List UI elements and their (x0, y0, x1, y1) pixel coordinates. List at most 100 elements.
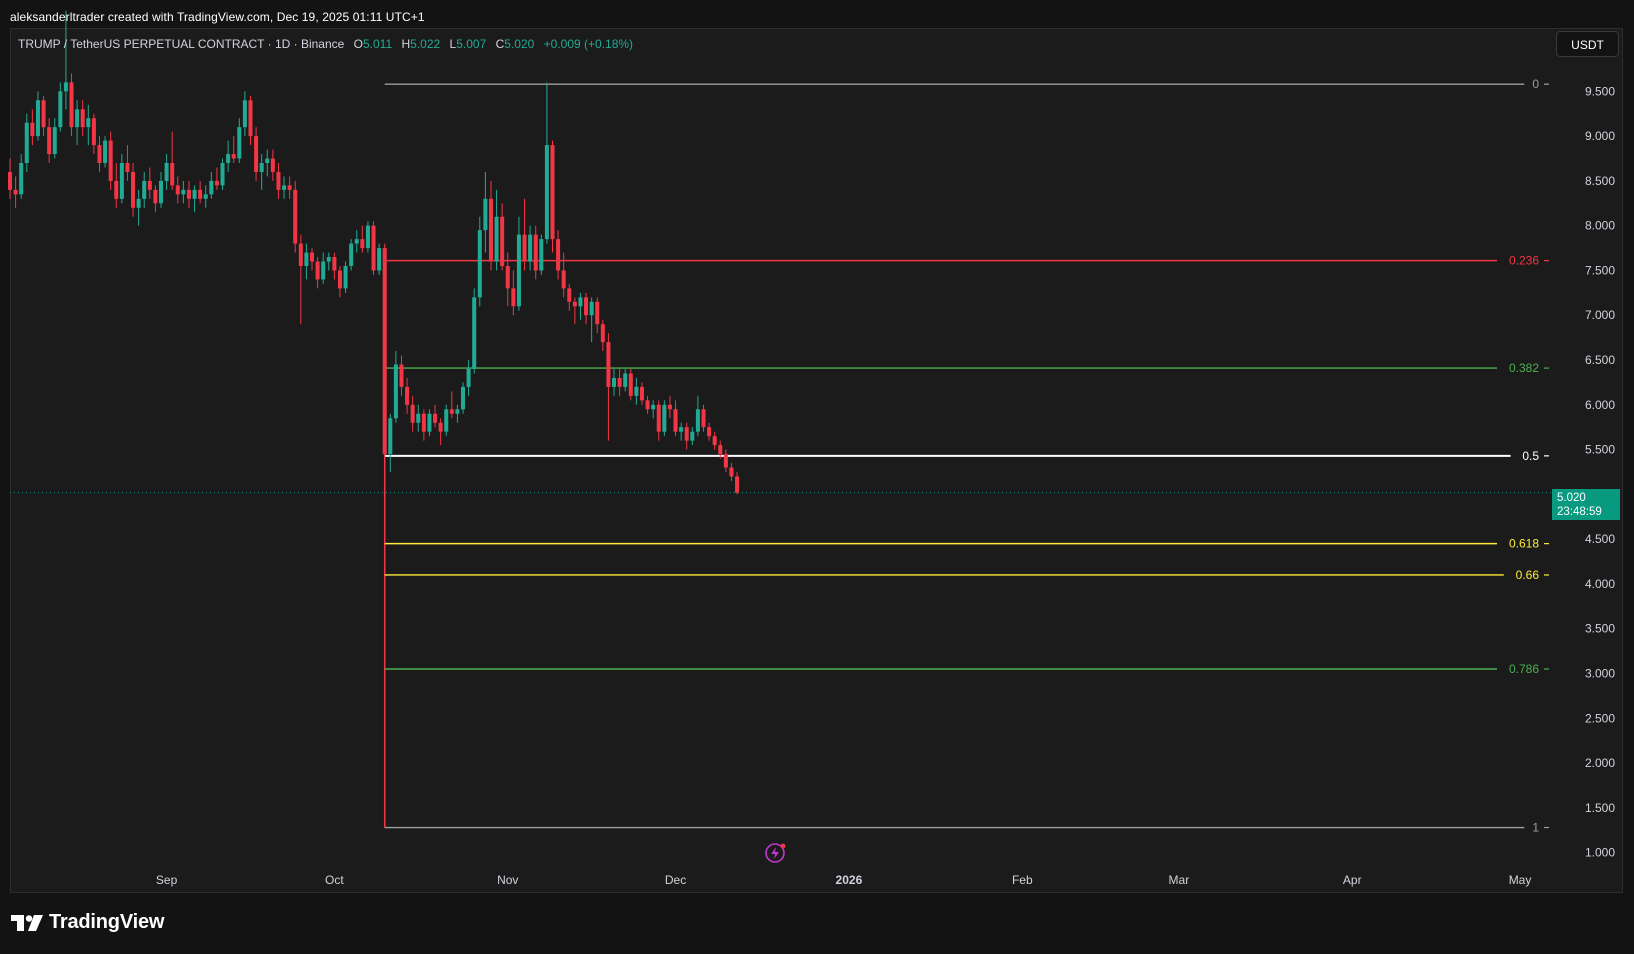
candle-body (662, 404, 667, 432)
candle-body (147, 180, 152, 190)
symbol-legend: TRUMP / TetherUS PERPETUAL CONTRACT · 1D… (18, 37, 633, 51)
candle-body (119, 162, 124, 199)
candle-body (282, 185, 287, 190)
y-tick-label: 2.500 (1585, 711, 1615, 725)
candle-body (360, 239, 365, 249)
candle-body (522, 234, 527, 262)
y-tick-label: 8.000 (1585, 219, 1615, 233)
candle-body (712, 436, 717, 446)
x-tick-label: Oct (325, 873, 344, 887)
candle-body (30, 122, 35, 137)
y-tick-label: 5.500 (1585, 443, 1615, 457)
candle-body (259, 162, 264, 172)
close-value: 5.020 (504, 37, 535, 51)
candle-body (265, 158, 270, 163)
candle-body (511, 288, 516, 307)
candle-body (645, 400, 650, 410)
fib-level-label: 0 (1532, 77, 1539, 91)
candle-body (707, 427, 712, 437)
open-label: O (353, 37, 363, 51)
y-tick-label: 1.000 (1585, 846, 1615, 860)
candle-body (516, 234, 521, 307)
y-tick-label: 1.500 (1585, 801, 1615, 815)
candle-body (723, 454, 728, 468)
candle-body (186, 189, 191, 199)
candle-body (315, 261, 320, 280)
close-label: C (495, 37, 505, 51)
symbol-title[interactable]: TRUMP / TetherUS PERPETUAL CONTRACT · 1D… (18, 37, 345, 51)
tradingview-logo-icon (11, 914, 43, 931)
candle-body (550, 145, 555, 240)
candle-body (444, 409, 449, 432)
fib-level-label: 1 (1532, 821, 1539, 835)
last-price-value: 5.020 (1557, 492, 1586, 504)
candle-body (220, 162, 225, 186)
candle-body (63, 82, 68, 92)
candle-body (388, 418, 393, 455)
candle-body (226, 154, 231, 163)
candle-body (209, 180, 214, 195)
x-tick-label: Dec (665, 873, 686, 887)
x-tick-label: Apr (1343, 873, 1362, 887)
candle-body (69, 82, 74, 128)
candle-body (673, 409, 678, 432)
candle-body (354, 239, 359, 244)
x-tick-label: May (1509, 873, 1532, 887)
candle-body (561, 270, 566, 289)
candle-body (595, 301, 600, 325)
candle-body (158, 180, 164, 204)
candle-body (13, 189, 18, 195)
candle-body (298, 243, 303, 266)
candle-body (651, 404, 656, 410)
candle-body (617, 377, 622, 387)
y-tick-label: 7.500 (1585, 263, 1615, 277)
candle-body (679, 427, 684, 432)
candle-body (326, 257, 331, 262)
low-label: L (449, 37, 457, 51)
candle-body (7, 171, 13, 190)
candle-body (382, 248, 387, 455)
fib-level-label: 0.5 (1522, 449, 1539, 463)
candle-body (276, 171, 281, 190)
candle-body (192, 189, 197, 199)
tradingview-logo[interactable]: TradingView (11, 911, 164, 934)
candle-body (572, 301, 577, 307)
x-tick-label: Nov (497, 873, 518, 887)
candle-body (628, 373, 633, 396)
y-tick-label: 6.500 (1585, 353, 1615, 367)
y-tick-label: 7.000 (1585, 308, 1615, 322)
candle-body (729, 467, 734, 477)
candle-body (684, 427, 689, 441)
candle-body (584, 297, 589, 316)
candle-body (108, 140, 113, 181)
y-tick-label: 3.000 (1585, 666, 1615, 680)
candle-body (544, 145, 549, 240)
candle-body (175, 185, 180, 195)
candle-body (505, 265, 510, 289)
candle-body (393, 364, 398, 419)
candle-body (231, 154, 236, 159)
currency-button[interactable]: USDT (1556, 31, 1619, 57)
y-tick-label: 9.500 (1585, 84, 1615, 98)
candle-body (533, 234, 538, 271)
candle-body (695, 409, 700, 432)
fib-level-label: 0.618 (1509, 537, 1539, 551)
candle-body (349, 243, 354, 266)
candle-body (405, 386, 410, 405)
candle-body (293, 189, 298, 244)
last-price-label: 5.020 23:48:59 (1552, 489, 1620, 520)
candle-body (690, 431, 695, 441)
candle-body (460, 386, 466, 410)
candle-body (606, 342, 611, 387)
candle-body (539, 239, 544, 271)
candle-body (634, 386, 639, 396)
candle-body (600, 324, 605, 343)
candle-body (701, 409, 706, 428)
event-marker-icon (765, 843, 785, 863)
candle-body (343, 265, 348, 289)
candle-body (500, 216, 505, 266)
x-tick-label: 2026 (836, 873, 863, 887)
candle-body (125, 162, 130, 172)
candle-body (567, 288, 572, 302)
